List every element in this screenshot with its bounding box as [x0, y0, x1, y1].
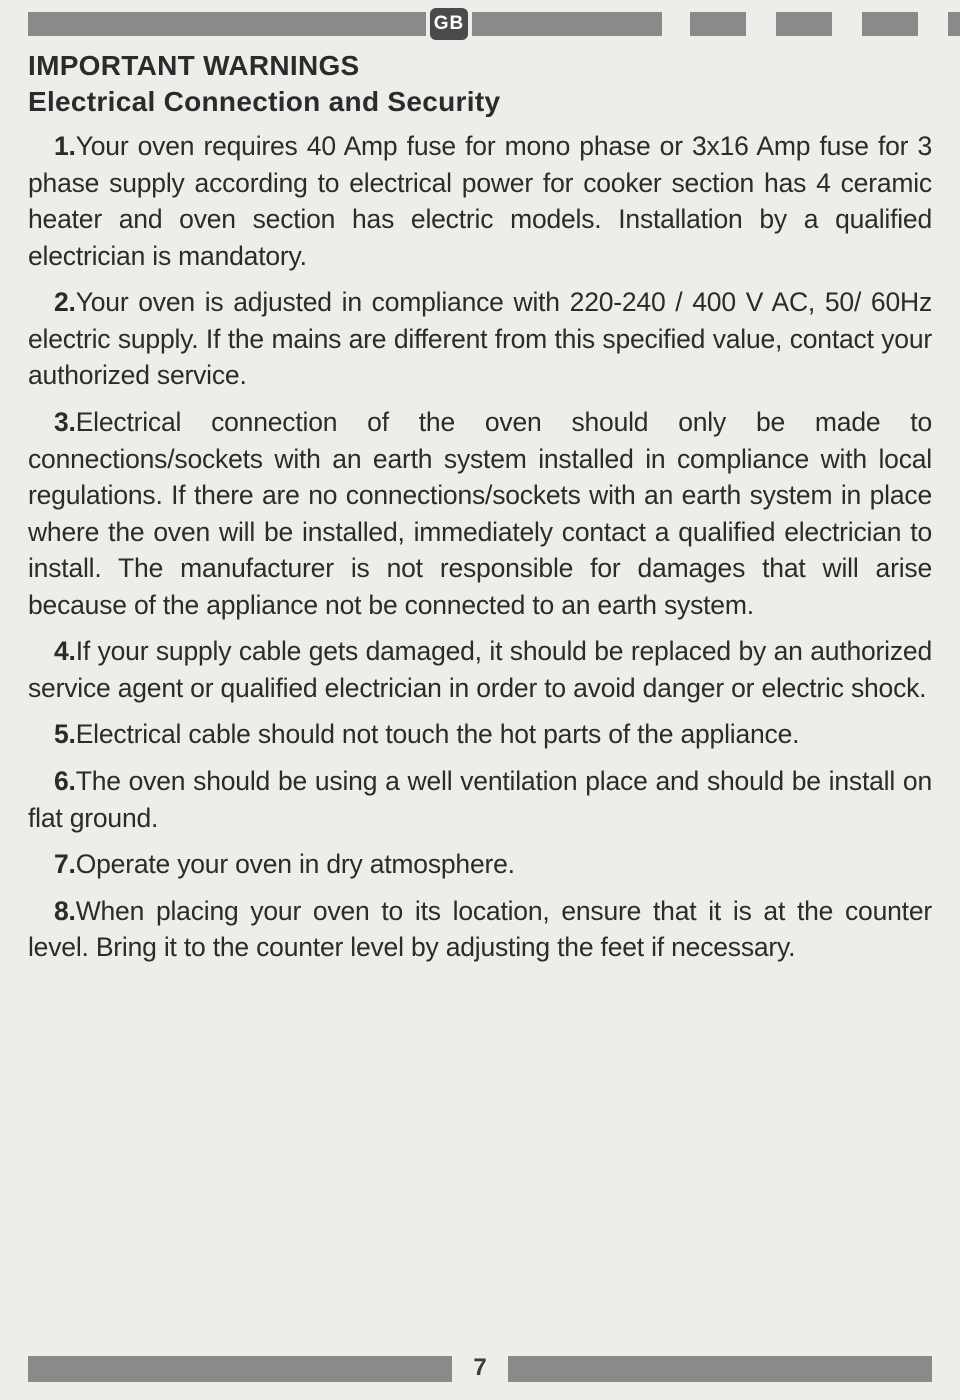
item-3-text: Electrical connection of the oven should… [28, 407, 932, 620]
bottom-bar-left [28, 1356, 452, 1382]
top-bar-left [28, 12, 426, 36]
bottom-bar-right [508, 1356, 932, 1382]
bottom-decor-bar: 7 [28, 1356, 932, 1382]
language-badge: GB [430, 8, 468, 40]
item-4: 4.If your supply cable gets damaged, it … [28, 633, 932, 706]
item-8-text: When placing your oven to its location, … [28, 896, 932, 963]
item-8-num: 8. [54, 896, 76, 926]
item-1-num: 1. [54, 131, 76, 161]
item-1-text: Your oven requires 40 Amp fuse for mono … [28, 131, 932, 271]
item-7-num: 7. [54, 849, 76, 879]
top-bar-seg-4 [948, 12, 960, 36]
item-8: 8.When placing your oven to its location… [28, 893, 932, 966]
item-7: 7.Operate your oven in dry atmosphere. [28, 846, 932, 883]
item-4-text: If your supply cable gets damaged, it sh… [28, 636, 932, 703]
item-1: 1.Your oven requires 40 Amp fuse for mon… [28, 128, 932, 274]
top-bar-seg-1 [690, 12, 746, 36]
item-2-num: 2. [54, 287, 76, 317]
item-6-text: The oven should be using a well ventilat… [28, 766, 932, 833]
item-5-text: Electrical cable should not touch the ho… [76, 719, 800, 749]
item-3: 3.Electrical connection of the oven shou… [28, 404, 932, 623]
subheading: Electrical Connection and Security [28, 86, 932, 118]
item-3-num: 3. [54, 407, 76, 437]
page-number: 7 [473, 1354, 486, 1382]
item-6-num: 6. [54, 766, 76, 796]
top-bar-seg-0 [472, 12, 662, 36]
item-2: 2.Your oven is adjusted in compliance wi… [28, 284, 932, 394]
item-2-text: Your oven is adjusted in compliance with… [28, 287, 932, 390]
top-decor-bar: GB [0, 12, 960, 36]
top-bar-seg-3 [862, 12, 918, 36]
page-content: IMPORTANT WARNINGS Electrical Connection… [28, 50, 932, 976]
top-bar-seg-2 [776, 12, 832, 36]
heading: IMPORTANT WARNINGS [28, 50, 932, 82]
item-5: 5.Electrical cable should not touch the … [28, 716, 932, 753]
item-7-text: Operate your oven in dry atmosphere. [76, 849, 515, 879]
item-5-num: 5. [54, 719, 76, 749]
item-4-num: 4. [54, 636, 76, 666]
item-6: 6.The oven should be using a well ventil… [28, 763, 932, 836]
